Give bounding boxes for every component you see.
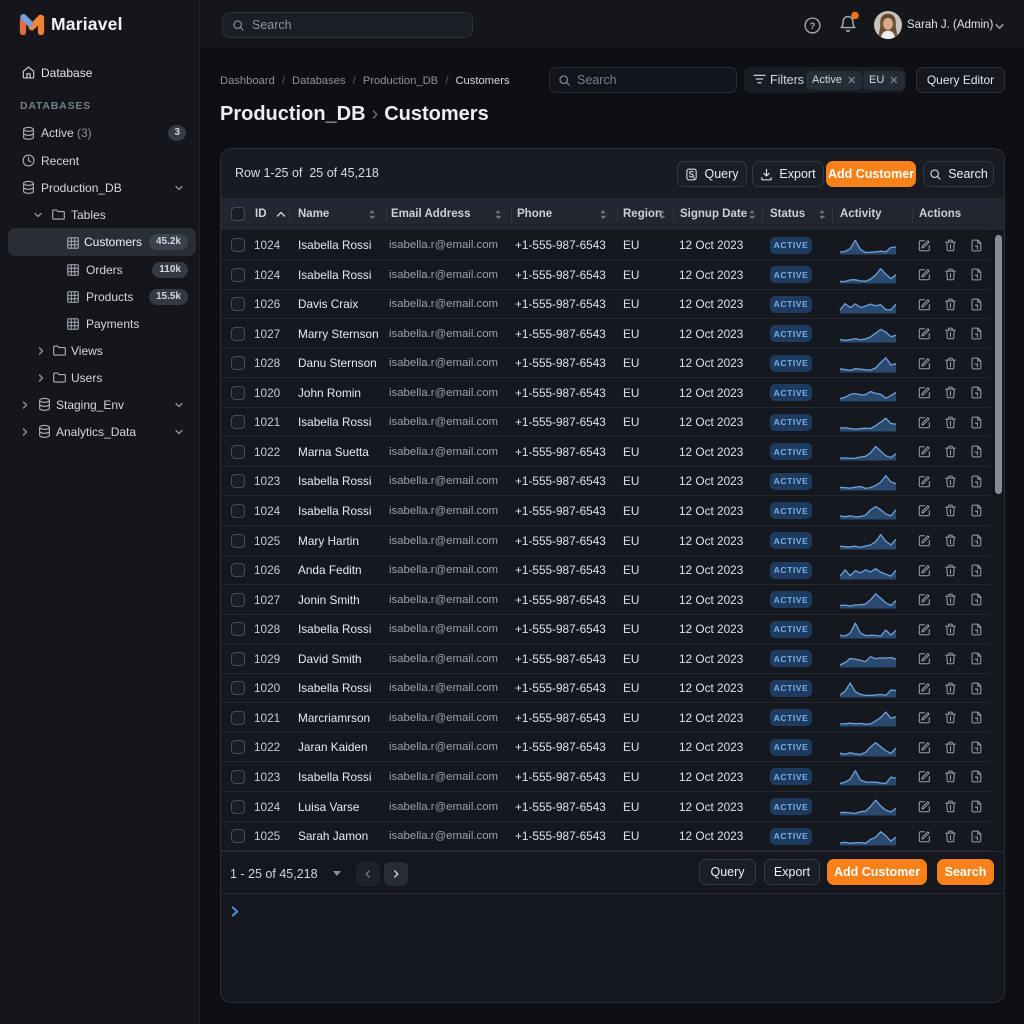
svg-text:?: ?	[809, 21, 815, 32]
